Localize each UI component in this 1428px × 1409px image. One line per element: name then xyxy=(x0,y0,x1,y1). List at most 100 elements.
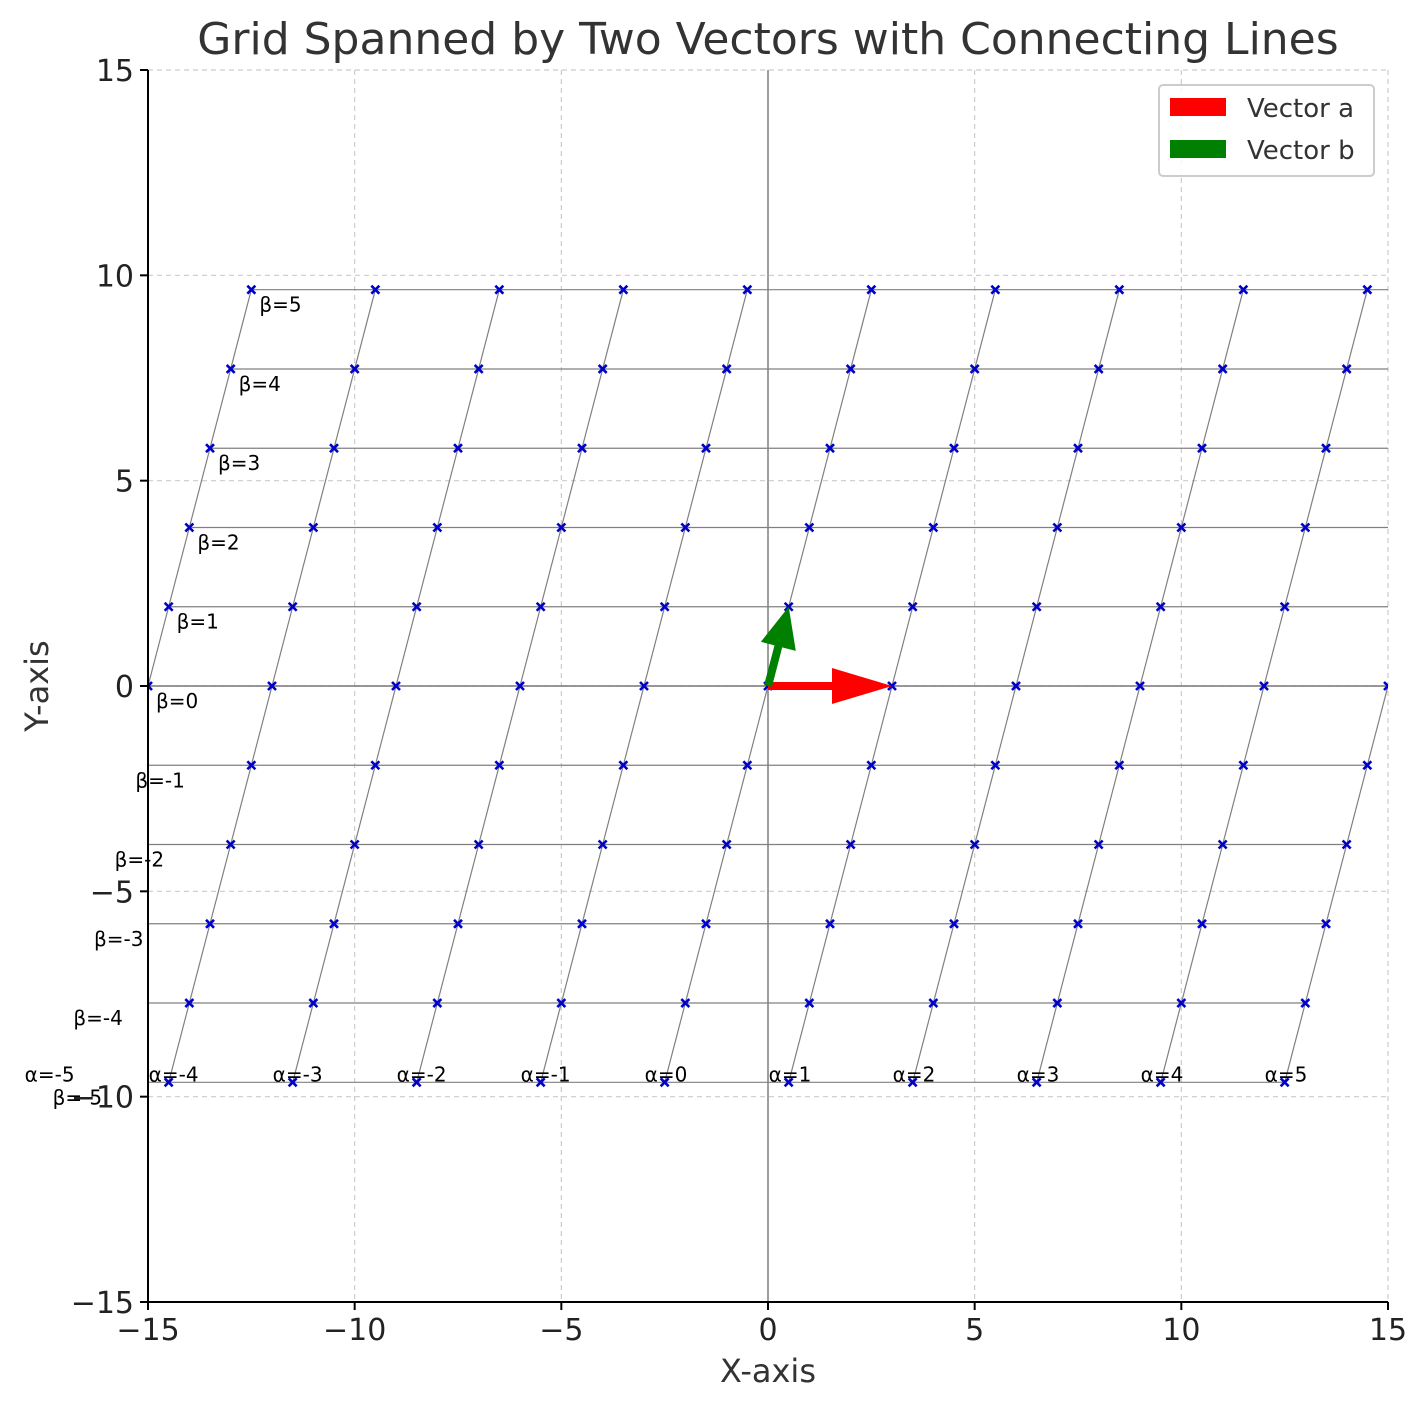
lattice-point xyxy=(577,443,587,454)
lattice-point xyxy=(411,1077,422,1088)
x-tick-label: 0 xyxy=(758,1313,777,1348)
lattice-point xyxy=(473,839,484,850)
lattice-point xyxy=(535,1077,546,1088)
y-tick-label: −15 xyxy=(71,1286,134,1321)
lattice-point xyxy=(432,522,443,533)
lattice-point xyxy=(1197,918,1207,929)
lattice-point xyxy=(1321,443,1331,454)
lattice-point xyxy=(1341,839,1352,850)
lattice-line-alpha xyxy=(148,289,252,689)
lattice-point xyxy=(515,681,525,691)
lattice-point xyxy=(329,443,339,454)
beta-label: β=-2 xyxy=(115,848,164,872)
lattice-point xyxy=(1031,1077,1042,1088)
vectors xyxy=(760,606,892,704)
lattice-point xyxy=(949,443,959,454)
lattice-point xyxy=(1238,284,1249,295)
lattice-point xyxy=(928,522,939,533)
beta-label: β=0 xyxy=(156,689,198,713)
lattice-point xyxy=(949,918,959,929)
lattice-point xyxy=(246,284,257,295)
legend-label-vector-a: Vector a xyxy=(1247,94,1354,124)
lattice-point xyxy=(494,284,505,295)
alpha-label: α=1 xyxy=(769,1062,812,1086)
x-tick-label: 5 xyxy=(965,1313,984,1348)
vector-a-arrow xyxy=(768,668,892,704)
lattice-point xyxy=(659,1077,670,1088)
lattice-point xyxy=(535,601,546,612)
lattice-point xyxy=(123,761,131,769)
lattice-point xyxy=(804,998,815,1008)
lattice-points xyxy=(82,284,1388,1088)
lattice-point xyxy=(103,841,111,849)
lattice-point xyxy=(845,364,856,374)
legend: Vector a Vector b xyxy=(1158,84,1375,177)
lattice-point xyxy=(391,681,401,691)
lattice-point xyxy=(969,364,980,374)
lattice-point xyxy=(825,443,835,454)
legend-swatch-vector-a xyxy=(1170,98,1226,116)
lattice-point xyxy=(1114,760,1125,771)
lattice-point xyxy=(225,839,236,850)
lattice-point xyxy=(1383,681,1388,691)
lattice-point xyxy=(701,918,711,929)
beta-label: β=-5 xyxy=(53,1085,102,1109)
lattice-point xyxy=(1135,681,1145,691)
lattice-point xyxy=(1217,364,1228,374)
beta-label: β=1 xyxy=(177,610,219,634)
lattice-point xyxy=(287,601,298,612)
lattice-point xyxy=(1176,522,1187,533)
legend-label-vector-b: Vector b xyxy=(1247,136,1355,166)
y-tick-label: −5 xyxy=(90,875,134,910)
lattice-point xyxy=(453,443,463,454)
lattice-point xyxy=(1176,998,1187,1008)
lattice-point xyxy=(556,998,567,1008)
lattice-point xyxy=(1321,918,1331,929)
lattice-point xyxy=(556,522,567,533)
alpha-label: α=-4 xyxy=(149,1062,199,1086)
lattice-point xyxy=(618,760,629,771)
lattice-point xyxy=(1073,443,1083,454)
lattice-point xyxy=(1093,839,1104,850)
alpha-label: α=2 xyxy=(893,1062,936,1086)
y-tick-label: 10 xyxy=(96,259,134,294)
beta-label: β=2 xyxy=(197,530,239,554)
lattice-point xyxy=(82,920,90,928)
beta-label: β=-3 xyxy=(94,927,143,951)
lattice-point xyxy=(1279,1077,1290,1088)
lattice-point xyxy=(1155,601,1166,612)
lattice-point xyxy=(1259,681,1269,691)
lattice-point xyxy=(597,839,608,850)
lattice-point xyxy=(1031,601,1042,612)
lattice-point xyxy=(1341,364,1352,374)
beta-label: β=-1 xyxy=(135,768,184,792)
alpha-label: α=0 xyxy=(645,1062,688,1086)
lattice-point xyxy=(1217,839,1228,850)
lattice-point xyxy=(990,284,1001,295)
lattice-point xyxy=(907,1077,918,1088)
lattice-point xyxy=(639,681,649,691)
beta-label: β=5 xyxy=(259,293,301,317)
lattice-point xyxy=(1362,760,1373,771)
lattice-point xyxy=(845,839,856,850)
lattice-point xyxy=(721,364,732,374)
alpha-label: α=-2 xyxy=(397,1062,447,1086)
lattice-point xyxy=(163,1077,174,1088)
y-tick-label: 15 xyxy=(96,54,134,89)
lattice-point xyxy=(701,443,711,454)
lattice-point xyxy=(370,760,381,771)
x-tick-label: −15 xyxy=(116,1313,179,1348)
lattice-point xyxy=(308,998,319,1008)
lattice-point xyxy=(1238,760,1249,771)
lattice-point xyxy=(1052,522,1063,533)
beta-label: β=-4 xyxy=(73,1006,122,1030)
lattice-point xyxy=(1093,364,1104,374)
lattice-point xyxy=(453,918,463,929)
lattice-point xyxy=(432,998,443,1008)
x-tick-label: 15 xyxy=(1369,1313,1407,1348)
x-tick-label: 10 xyxy=(1162,1313,1200,1348)
lattice-point xyxy=(329,918,339,929)
lattice-point xyxy=(225,364,236,374)
